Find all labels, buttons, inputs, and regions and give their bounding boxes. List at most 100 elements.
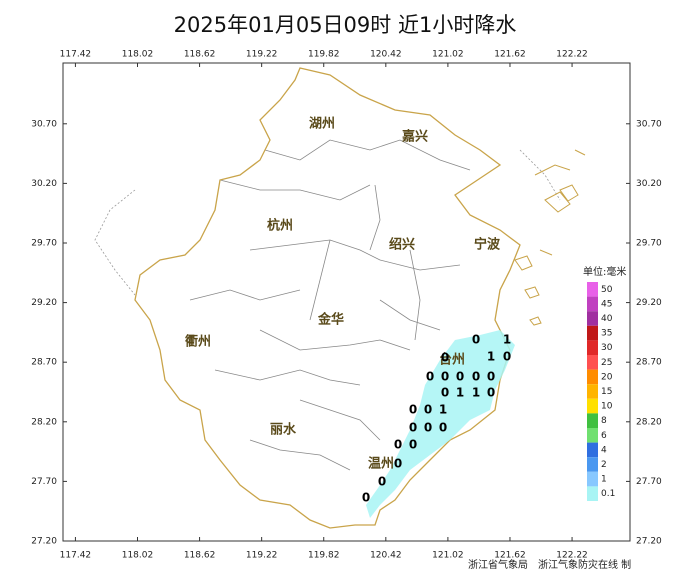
legend-swatch <box>587 296 598 312</box>
city-label: 丽水 <box>270 422 297 438</box>
legend-label: 4 <box>601 445 607 455</box>
x-tick-label: 117.42 <box>60 551 92 561</box>
legend-label: 35 <box>601 329 612 339</box>
city-label: 嘉兴 <box>401 129 428 145</box>
legend-label: 45 <box>601 299 612 309</box>
station-value: 1 <box>456 386 464 400</box>
legend-label: 8 <box>601 416 607 426</box>
station-value: 0 <box>503 350 511 364</box>
x-tick-label: 122.22 <box>556 50 588 60</box>
title: 2025年01月05日09时 近1小时降水 <box>174 13 517 37</box>
legend-swatch <box>587 457 598 472</box>
station-value: 0 <box>378 475 386 489</box>
legend-swatch <box>587 369 598 385</box>
legend-label: 6 <box>601 431 607 441</box>
legend-swatch <box>587 486 598 501</box>
y-tick-label: 30.70 <box>636 119 662 129</box>
station-value: 0 <box>424 403 432 417</box>
station-value: 0 <box>394 457 402 471</box>
x-tick-label: 118.02 <box>122 551 154 561</box>
y-tick-label: 30.70 <box>31 119 57 129</box>
legend-label: 30 <box>601 343 613 353</box>
county-borders <box>189 139 471 471</box>
y-tick-label: 29.20 <box>636 298 662 308</box>
y-tick-label: 30.20 <box>31 179 57 189</box>
legend-label: 40 <box>601 314 613 324</box>
legend-label: 1 <box>601 475 607 485</box>
x-tick-label: 117.42 <box>60 50 92 60</box>
station-value: 0 <box>472 370 480 384</box>
map-frame <box>62 62 631 542</box>
footer-source: 浙江省气象局 <box>468 558 528 571</box>
rain-area <box>366 330 515 518</box>
station-value: 0 <box>441 386 449 400</box>
station-value: 0 <box>487 370 495 384</box>
station-value: 0 <box>362 491 370 505</box>
city-label: 金华 <box>317 312 344 328</box>
station-value: 1 <box>472 386 480 400</box>
x-tick-label: 121.02 <box>432 50 464 60</box>
x-tick-label: 120.42 <box>370 551 402 561</box>
legend-label: 15 <box>601 387 612 397</box>
station-value: 0 <box>409 403 417 417</box>
station-value: 0 <box>439 421 447 435</box>
station-value: 1 <box>439 403 447 417</box>
station-value: 0 <box>441 370 449 384</box>
legend-swatch <box>587 413 598 428</box>
legend-label: 2 <box>601 460 607 470</box>
legend-swatch <box>587 325 598 341</box>
x-tick-label: 118.62 <box>184 551 216 561</box>
x-tick-label: 119.82 <box>308 50 340 60</box>
x-tick-label: 121.62 <box>494 50 526 60</box>
legend-swatch <box>587 340 598 355</box>
y-tick-label: 28.70 <box>636 358 662 368</box>
legend-label: 10 <box>601 402 613 412</box>
station-value: 0 <box>487 386 495 400</box>
station-value: 0 <box>409 421 417 435</box>
legend-title: 单位:毫米 <box>583 265 626 278</box>
station-value: 0 <box>424 421 432 435</box>
neighbor-border <box>94 149 561 296</box>
legend-swatch <box>587 428 598 443</box>
legend-swatch <box>587 442 598 458</box>
city-label: 衢州 <box>185 334 211 350</box>
city-label: 湖州 <box>309 117 335 132</box>
footer-maker: 浙江气象防灾在线 制 <box>538 558 631 571</box>
legend-swatch <box>587 355 598 370</box>
station-value: 0 <box>456 370 464 384</box>
legend-swatch <box>587 282 598 297</box>
y-tick-label: 29.20 <box>31 298 57 308</box>
city-label: 温州 <box>368 457 394 472</box>
x-tick-label: 120.42 <box>370 50 402 60</box>
islands <box>514 149 586 326</box>
y-tick-label: 28.20 <box>31 417 57 427</box>
station-value: 0 <box>426 370 434 384</box>
y-tick-label: 27.70 <box>31 477 57 487</box>
legend-label: 25 <box>601 358 612 368</box>
station-value: 0 <box>409 438 417 452</box>
legend-label: 50 <box>601 285 613 295</box>
y-tick-label: 27.70 <box>636 477 662 487</box>
province-outline <box>134 67 521 529</box>
city-label: 绍兴 <box>389 237 415 253</box>
y-tick-label: 27.20 <box>636 537 662 547</box>
legend-swatch <box>587 384 598 399</box>
legend-swatch <box>587 311 598 326</box>
y-tick-label: 28.70 <box>31 358 57 368</box>
station-value: 0 <box>441 351 449 365</box>
city-label: 杭州 <box>267 218 293 234</box>
city-label: 宁波 <box>474 237 501 253</box>
x-tick-label: 122.22 <box>556 551 588 561</box>
station-value: 0 <box>394 438 402 452</box>
x-tick-label: 121.02 <box>432 551 464 561</box>
x-tick-label: 118.62 <box>184 50 216 60</box>
x-tick-label: 121.62 <box>494 551 526 561</box>
station-value: 1 <box>487 350 495 364</box>
legend-swatch <box>587 471 598 487</box>
legend-label: 0.1 <box>601 489 615 499</box>
y-tick-label: 28.20 <box>636 417 662 427</box>
y-tick-label: 30.20 <box>636 179 662 189</box>
y-tick-label: 29.70 <box>31 238 57 248</box>
